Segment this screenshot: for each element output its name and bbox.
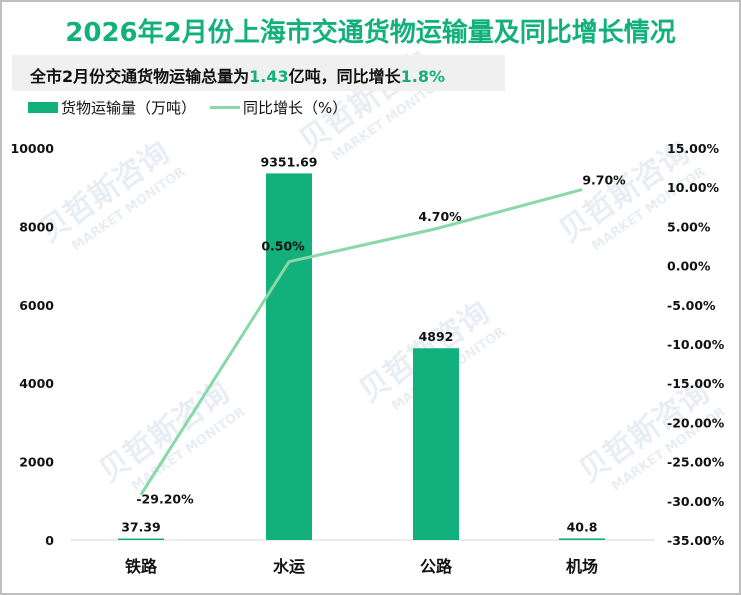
left-axis-tick: 4000 [19,376,54,391]
right-axis-tick: 5.00% [667,219,711,234]
bar-value-label: 4892 [419,329,454,344]
subtitle-text: 全市2月份交通货物运输总量为1.43亿吨，同比增长1.8% [30,63,445,87]
left-axis-tick: 6000 [19,298,54,313]
right-axis-tick: -35.00% [667,533,725,548]
left-axis-tick: 2000 [19,455,54,470]
subtitle-box: 全市2月份交通货物运输总量为1.43亿吨，同比增长1.8% [12,55,505,91]
chart-legend: 货物运输量（万吨） 同比增长（%） [28,97,347,117]
category-label: 铁路 [125,557,158,576]
bar-value-label: 9351.69 [261,154,318,169]
bar-value-label: 40.8 [567,519,598,534]
bar-value-label: 37.39 [121,520,161,535]
chart-title: 2026年2月份上海市交通货物运输量及同比增长情况 [65,18,676,48]
bar [559,538,605,540]
line-value-label: -29.20% [136,492,194,507]
legend-bar-label: 货物运输量（万吨） [61,98,197,117]
legend-bar-swatch-icon [28,101,58,113]
subtitle-growth-value: 1.8% [400,67,446,86]
line-value-label: 4.70% [418,209,462,224]
left-axis-tick: 8000 [19,219,54,234]
bar [413,348,459,540]
legend-line-label: 同比增长（%） [243,98,348,117]
bar [118,538,164,540]
subtitle-total-value: 1.43 [249,67,289,86]
line-value-label: 0.50% [261,239,305,254]
right-axis-tick: -5.00% [667,298,716,313]
legend-line-swatch-icon [210,105,241,109]
subtitle-middle: 亿吨，同比增长 [288,67,401,86]
right-axis-tick: -25.00% [667,455,725,470]
bar [266,173,312,540]
right-axis-tick: -15.00% [667,376,725,391]
right-axis-tick: -20.00% [667,415,725,430]
category-label: 机场 [566,557,598,576]
category-label: 公路 [420,557,453,576]
line-value-label: 9.70% [582,173,626,188]
subtitle-prefix: 全市2月份交通货物运输总量为 [30,67,250,86]
right-axis-tick: -10.00% [667,337,725,352]
left-axis-tick: 10000 [11,141,55,156]
right-axis-tick: 0.00% [667,259,711,274]
category-label: 水运 [273,557,305,576]
left-axis-tick: 0 [45,533,54,548]
right-axis-tick: -30.00% [667,494,725,509]
right-axis-tick: 10.00% [667,180,720,195]
growth-line [139,188,583,496]
right-axis-tick: 15.00% [667,141,720,156]
